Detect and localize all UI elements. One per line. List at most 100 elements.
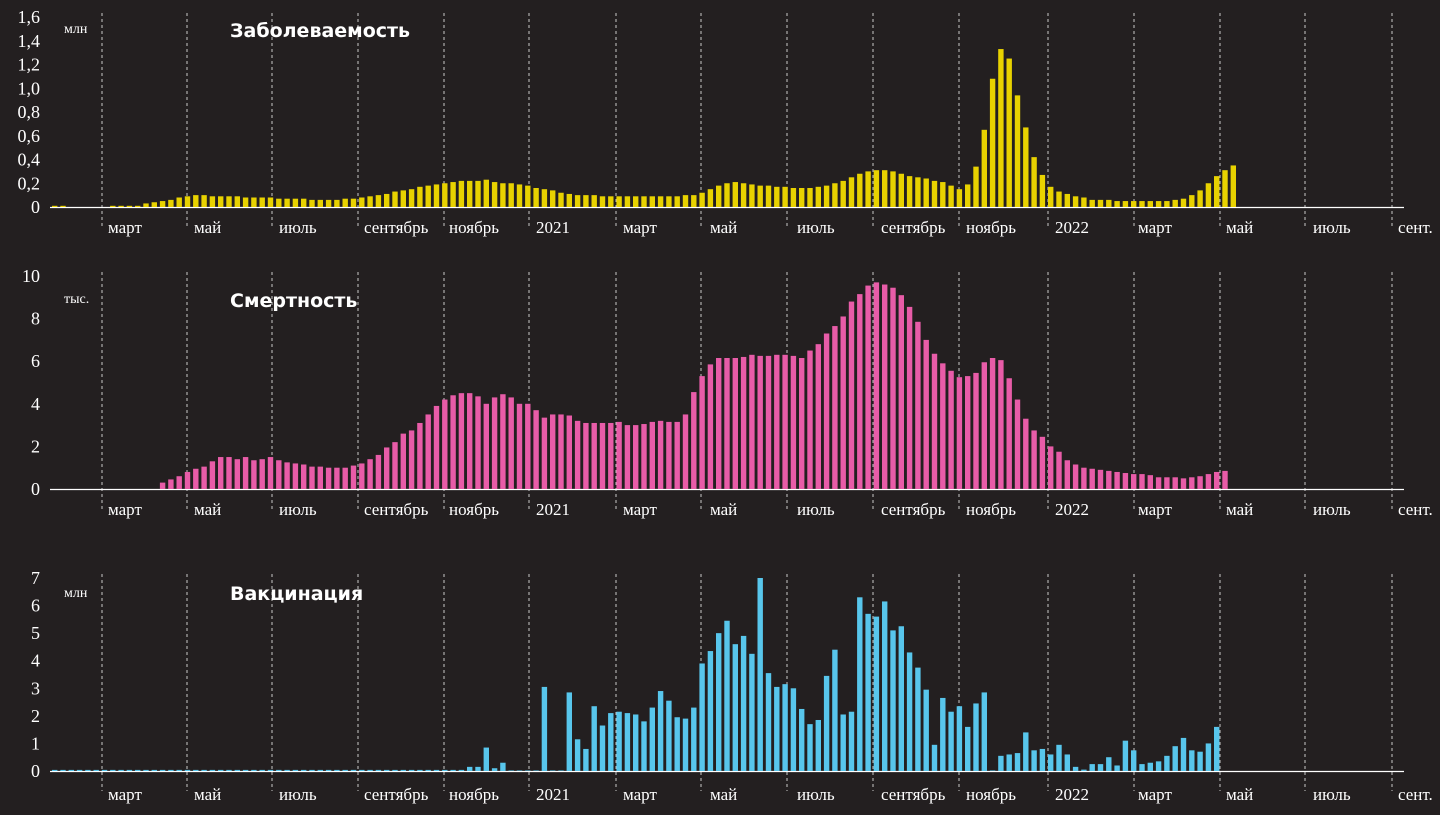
bar [890, 630, 896, 771]
month-label: май [1226, 500, 1253, 519]
bar [508, 397, 514, 489]
bar [417, 422, 423, 489]
bar [898, 295, 904, 489]
bar [317, 769, 323, 771]
bar [1114, 765, 1120, 771]
bar [1006, 58, 1012, 208]
bar [325, 467, 332, 489]
bar [674, 196, 680, 207]
bar [624, 713, 631, 771]
month-label: ноябрь [966, 500, 1016, 519]
bar [749, 184, 755, 207]
bar [716, 633, 722, 771]
bar [176, 769, 182, 771]
bar [151, 202, 157, 207]
bar [981, 692, 987, 771]
bar [624, 196, 631, 207]
bar [458, 180, 465, 208]
bar [707, 364, 714, 489]
bar [732, 182, 738, 207]
bar [151, 769, 157, 771]
bar [1197, 190, 1203, 208]
bar [558, 770, 564, 771]
bar [201, 195, 207, 208]
bar [1172, 477, 1178, 489]
bar [1147, 475, 1153, 489]
bar [782, 186, 788, 207]
bar [359, 463, 365, 489]
bar [633, 425, 639, 489]
bar [1056, 451, 1062, 489]
bar [301, 464, 307, 489]
bar [1106, 199, 1112, 208]
bar [666, 700, 672, 771]
bar [732, 358, 738, 489]
bar [1164, 755, 1170, 771]
bar [1155, 201, 1162, 207]
bar [948, 370, 954, 489]
bar [616, 711, 622, 771]
bar [1064, 193, 1070, 207]
bar [309, 466, 315, 489]
bar [60, 769, 66, 771]
bar [1014, 399, 1021, 489]
month-label: май [194, 500, 221, 519]
month-label: сентябрь [881, 785, 946, 804]
bar [1031, 157, 1037, 208]
bar [865, 285, 871, 489]
bar [193, 195, 199, 208]
bar [989, 78, 996, 207]
bar [965, 726, 971, 771]
bar [334, 199, 340, 208]
y-tick-label: 0 [31, 197, 40, 217]
bar [467, 393, 473, 489]
y-tick-label: 0 [31, 761, 40, 781]
bar [118, 769, 124, 771]
y-tick-label: 3 [31, 678, 40, 698]
bar [1164, 201, 1170, 207]
bar [1172, 199, 1178, 208]
bar [375, 454, 382, 489]
chart-panel-3: 0 1 2 3 4 5 6 7 млн Вакцинация март май июль сентябрь… [31, 568, 1433, 804]
bar [135, 769, 141, 771]
bar [292, 198, 299, 207]
bar [782, 684, 788, 771]
chart-title: Вакцинация [230, 583, 363, 605]
bar [259, 769, 265, 771]
bar [1064, 460, 1070, 489]
bar [989, 770, 996, 771]
bar [657, 196, 664, 207]
bar [923, 178, 929, 207]
bar [226, 769, 232, 771]
bar [110, 205, 116, 207]
month-label: май [194, 785, 221, 804]
bar [699, 376, 705, 489]
bar [749, 354, 755, 489]
bar [716, 185, 722, 208]
bar [408, 189, 415, 207]
bar [848, 711, 855, 771]
bar [1097, 469, 1104, 489]
bar [599, 196, 606, 207]
bar [159, 482, 166, 489]
bar [799, 358, 805, 489]
bar [392, 769, 398, 771]
bar [101, 769, 108, 771]
bar [1214, 471, 1220, 489]
bar [724, 183, 730, 207]
bar [516, 403, 523, 489]
bar [541, 189, 548, 207]
bar [649, 196, 655, 207]
bar [226, 457, 232, 489]
bar [931, 180, 938, 208]
bar [508, 183, 514, 207]
bar [890, 171, 896, 208]
bar [1230, 165, 1236, 207]
bar [757, 578, 763, 771]
y-tick-label: 0,8 [18, 102, 41, 122]
bar [1180, 198, 1187, 207]
y-tick-label: 6 [31, 596, 40, 616]
bar [408, 430, 415, 489]
bar [483, 179, 489, 207]
